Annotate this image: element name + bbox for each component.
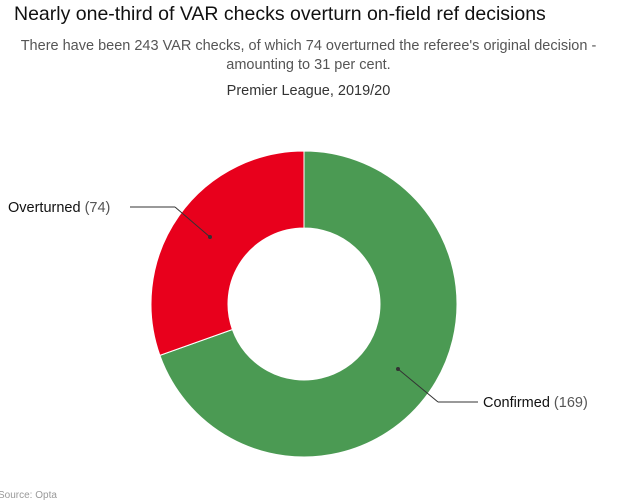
overturned-leader-diagonal xyxy=(174,206,211,238)
subtitle-line-2: amounting to 31 per cent. xyxy=(226,57,391,73)
confirmed-label: Confirmed (169) xyxy=(483,395,588,411)
slice-overturned xyxy=(150,150,305,357)
confirmed-leader-diagonal xyxy=(397,368,439,403)
confirmed-callout: Confirmed (169) xyxy=(396,367,588,411)
source-note: Source: Opta xyxy=(0,490,57,501)
overturned-label-value: (74) xyxy=(85,200,111,216)
confirmed-label-value: (169) xyxy=(554,395,588,411)
overturned-label: Overturned (74) xyxy=(8,200,110,216)
overturned-callout: Overturned (74) xyxy=(8,200,212,239)
chart-subtitle: There have been 243 VAR checks, of which… xyxy=(0,37,617,75)
overturned-leader-dot xyxy=(208,235,212,239)
confirmed-label-name: Confirmed xyxy=(483,395,550,411)
chart-caption: Premier League, 2019/20 xyxy=(226,83,391,99)
chart-title: Nearly one-third of VAR checks overturn … xyxy=(14,3,546,25)
slice-confirmed xyxy=(159,150,458,458)
subtitle-line-1: There have been 243 VAR checks, of which… xyxy=(20,38,597,54)
overturned-label-name: Overturned xyxy=(8,200,81,216)
